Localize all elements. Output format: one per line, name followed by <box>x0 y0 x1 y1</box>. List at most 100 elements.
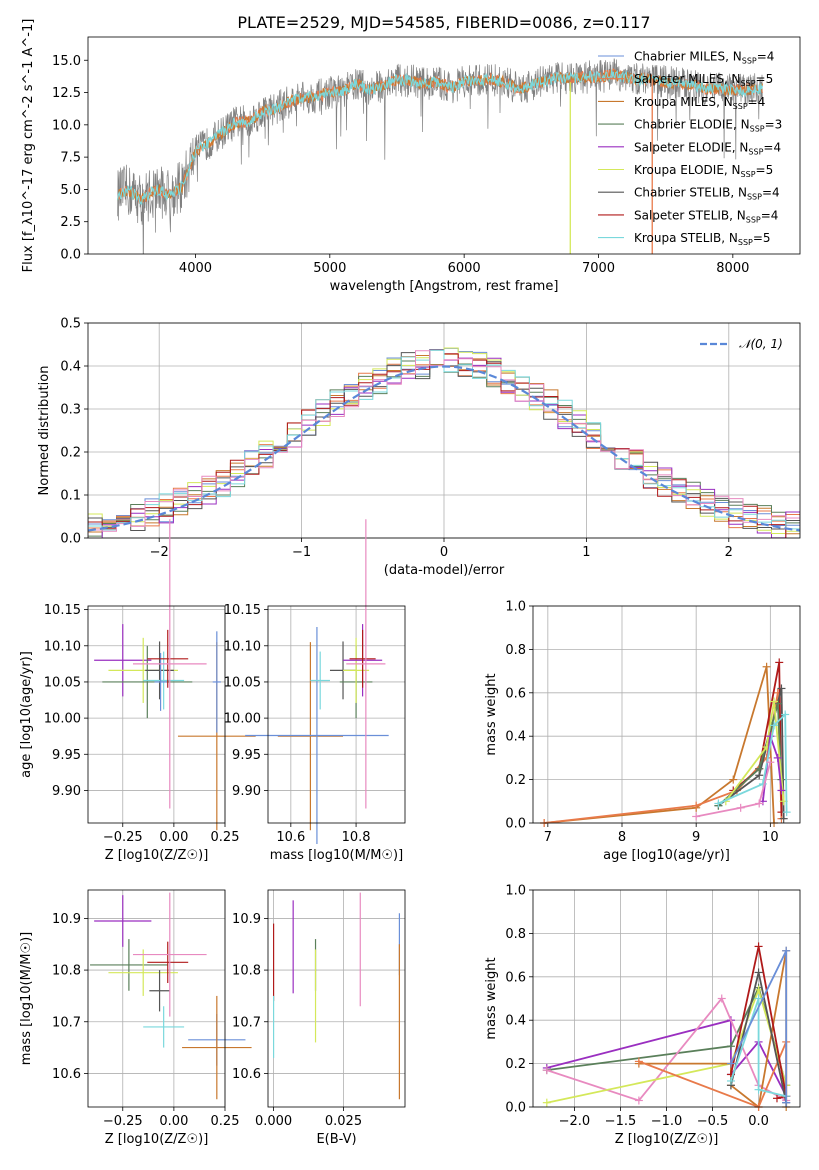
x-tick-label: 0.000 <box>255 1114 292 1129</box>
y-tick-label: 0.2 <box>505 773 526 788</box>
legend-eq: = <box>763 140 773 154</box>
y-tick-label: 10.10 <box>44 639 81 654</box>
y-axis-label: mass [log10(M/M☉)] <box>19 932 34 1065</box>
y-tick-label: 0.4 <box>505 1014 526 1029</box>
y-axis-label: Normed distribution <box>37 366 52 496</box>
y-tick-label: 0.2 <box>60 446 81 461</box>
legend-n: , N <box>716 95 733 109</box>
legend-nssp: 4 <box>767 50 775 64</box>
x-tick-label: 0.25 <box>211 1114 240 1129</box>
legend-nssp: 5 <box>766 163 774 177</box>
legend-sub: SSP <box>741 79 756 88</box>
y-axis-label: Flux [f_λ10^-17 erg cm^-2 s^-1 A^-1] <box>21 19 36 273</box>
x-tick-label: 6000 <box>448 261 481 276</box>
histogram-plot <box>88 347 800 538</box>
x-axis-label: wavelength [Angstrom, rest frame] <box>330 279 559 294</box>
legend-n: , N <box>721 231 738 245</box>
x-tick-label: 7 <box>544 830 552 845</box>
weight-line <box>730 998 787 1098</box>
y-tick-label: 1.0 <box>505 884 526 899</box>
y-tick-label: 0.0 <box>505 1101 526 1116</box>
x-axis-label: E(B-V) <box>316 1132 356 1147</box>
y-tick-label: 0.0 <box>60 248 81 263</box>
legend-name: Kroupa MILES <box>634 95 716 109</box>
legend-eq: = <box>765 118 775 132</box>
x-axis-label: Z [log10(Z/Z☉)] <box>615 1132 719 1147</box>
legend-n: , N <box>729 208 746 222</box>
legend-sub: SSP <box>750 125 765 134</box>
axes-frame <box>87 889 226 1108</box>
x-tick-label: −1 <box>292 545 311 560</box>
y-tick-label: 10.8 <box>52 964 81 979</box>
chart-title: PLATE=2529, MJD=54585, FIBERID=0086, z=0… <box>237 13 650 32</box>
y-tick-label: 10.7 <box>52 1015 81 1030</box>
y-tick-label: 0.0 <box>505 817 526 832</box>
legend-name: Chabrier ELODIE <box>634 118 733 132</box>
legend-eq: = <box>761 208 771 222</box>
x-tick-label: 9 <box>692 830 700 845</box>
spectrum-plot <box>117 58 763 254</box>
y-tick-label: 10.10 <box>224 639 261 654</box>
legend-label: 𝒩(0, 1) <box>739 337 783 351</box>
legend-nssp: 4 <box>771 208 779 222</box>
legend-label: Kroupa MILES, NSSP=4 <box>634 95 765 111</box>
legend-n: , N <box>724 163 741 177</box>
y-axis-label: age [log10(age/yr)] <box>19 651 34 778</box>
legend-eq: = <box>756 163 766 177</box>
legend-sub: SSP <box>742 57 757 66</box>
y-tick-label: 12.5 <box>52 86 81 101</box>
x-tick-label: −1.0 <box>651 1114 683 1129</box>
x-axis-label: mass [log10(M/M☉)] <box>270 848 403 863</box>
weight-line <box>544 666 775 824</box>
y-tick-label: 10.6 <box>52 1067 81 1082</box>
spectrum-model-line <box>117 69 763 204</box>
x-axis-label: age [log10(age/yr)] <box>603 848 730 863</box>
legend-label: Kroupa STELIB, NSSP=5 <box>634 231 771 247</box>
x-tick-label: 5000 <box>313 261 346 276</box>
y-tick-label: 5.0 <box>60 183 81 198</box>
y-tick-label: 0.0 <box>60 532 81 547</box>
x-tick-label: 0.00 <box>159 830 188 845</box>
legend-eq: = <box>748 95 758 109</box>
x-tick-label: −2 <box>150 545 169 560</box>
legend-label: Chabrier STELIB, NSSP=4 <box>634 186 780 202</box>
y-tick-label: 10.7 <box>232 1015 261 1030</box>
legend-n: , N <box>725 50 742 64</box>
legend-sub: SSP <box>748 147 763 156</box>
legend-n: , N <box>724 72 741 86</box>
y-tick-label: 9.90 <box>232 784 261 799</box>
y-tick-label: 0.8 <box>505 643 526 658</box>
y-tick-label: 0.8 <box>505 927 526 942</box>
axes-frame <box>87 322 801 539</box>
y-tick-label: 10.9 <box>52 912 81 927</box>
x-axis-label: Z [log10(Z/Z☉)] <box>105 848 209 863</box>
y-tick-label: 10.9 <box>232 912 261 927</box>
y-tick-label: 10.8 <box>232 964 261 979</box>
legend-name: Salpeter ELODIE <box>634 140 732 154</box>
y-axis-label: mass weight <box>484 673 499 755</box>
y-tick-label: 10.05 <box>224 675 261 690</box>
age_vs_Z-axes: −0.25 0.00 0.25 9.90 9.95 10.00 10.05 10.10 10.1… <box>19 519 256 863</box>
legend-label: Chabrier MILES, NSSP=4 <box>634 50 774 66</box>
spectrum-model-line <box>117 69 763 206</box>
y-tick-label: 10.05 <box>44 675 81 690</box>
x-tick-label: 8 <box>618 830 626 845</box>
x-axis-label: Z [log10(Z/Z☉)] <box>105 1132 209 1147</box>
legend-label: Chabrier ELODIE, NSSP=3 <box>634 118 782 134</box>
y-tick-label: 10.6 <box>232 1067 261 1082</box>
spectrum-data-line <box>117 58 763 254</box>
weight-line <box>696 761 772 818</box>
axes-frame <box>532 605 801 824</box>
legend-nssp: 4 <box>773 140 781 154</box>
legend-eq: = <box>757 50 767 64</box>
y-tick-label: 10.15 <box>44 603 81 618</box>
y-tick-label: 0.4 <box>60 360 81 375</box>
x-tick-label: −0.25 <box>103 830 143 845</box>
y-tick-label: 2.5 <box>60 215 81 230</box>
x-tick-label: 0.00 <box>159 1114 188 1129</box>
legend-nssp: 5 <box>766 72 774 86</box>
weight_vs_Z-axes: −2.0 −1.5 −1.0 −0.5 0.0 0.0 0.2 0.4 0.6 0.8 1.0 Z [… <box>484 884 801 1147</box>
legend-nssp: 4 <box>772 186 780 200</box>
legend-name: Kroupa STELIB <box>634 231 721 245</box>
legend-eq: = <box>756 72 766 86</box>
